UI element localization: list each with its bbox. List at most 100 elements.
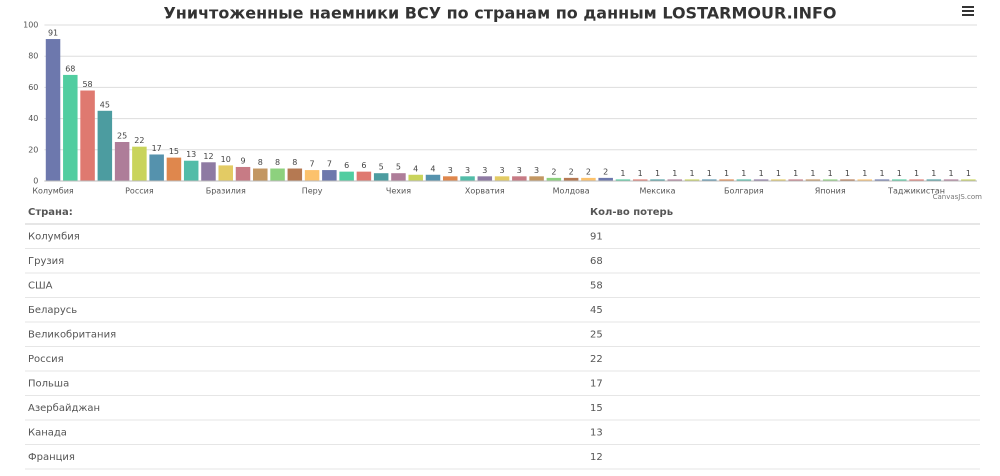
value-label: 10 xyxy=(221,155,231,164)
bar xyxy=(460,176,475,181)
x-tick-label: Молдова xyxy=(553,187,590,196)
value-label: 1 xyxy=(931,169,936,178)
value-label: 2 xyxy=(586,167,591,176)
value-label: 1 xyxy=(862,169,867,178)
bar xyxy=(408,174,423,181)
table-cell: 25 xyxy=(590,330,603,341)
bar xyxy=(477,176,493,181)
chart-title: Уничтоженные наемники ВСУ по странам по … xyxy=(163,4,836,23)
table-header: Кол-во потерь xyxy=(590,207,673,218)
bar xyxy=(183,160,199,181)
bar xyxy=(80,90,95,181)
bar xyxy=(684,179,700,181)
bar xyxy=(563,177,579,181)
bar xyxy=(356,171,372,181)
table-header: Страна: xyxy=(28,207,73,218)
value-label: 2 xyxy=(603,167,608,176)
bar xyxy=(235,166,251,181)
table-cell: 22 xyxy=(590,354,603,365)
x-tick-label: Япония xyxy=(815,187,846,196)
x-tick-label: Россия xyxy=(125,187,154,196)
bar xyxy=(166,157,182,181)
bar xyxy=(788,179,803,181)
y-tick-label: 20 xyxy=(28,145,38,154)
value-label: 1 xyxy=(810,169,815,178)
value-label: 3 xyxy=(534,166,539,175)
table-cell: 12 xyxy=(590,452,603,463)
bar xyxy=(304,170,320,181)
y-tick-label: 60 xyxy=(28,83,38,92)
table-cell: Польша xyxy=(28,379,69,390)
value-label: 3 xyxy=(500,166,505,175)
value-label: 1 xyxy=(707,169,712,178)
value-label: 7 xyxy=(327,160,332,169)
value-label: 8 xyxy=(292,158,297,167)
x-tick-label: Бразилия xyxy=(206,187,246,196)
bar xyxy=(443,176,458,181)
value-label: 5 xyxy=(379,163,384,172)
value-label: 1 xyxy=(966,169,971,178)
value-label: 25 xyxy=(117,132,127,141)
bar xyxy=(97,110,113,181)
x-tick-label: Хорватия xyxy=(465,187,505,196)
value-label: 8 xyxy=(275,158,280,167)
value-label: 1 xyxy=(828,169,833,178)
menu-button[interactable] xyxy=(962,6,974,16)
value-label: 1 xyxy=(793,169,798,178)
x-tick-label: Болгария xyxy=(724,187,764,196)
value-label: 5 xyxy=(396,163,401,172)
table-cell: 45 xyxy=(590,305,603,316)
bar xyxy=(201,162,216,181)
bar xyxy=(218,165,233,181)
bar xyxy=(943,179,959,181)
bar xyxy=(270,168,285,181)
bar xyxy=(114,142,130,181)
table-cell: Грузия xyxy=(28,256,64,267)
bar xyxy=(926,179,942,181)
table-cell: 91 xyxy=(590,232,603,243)
value-label: 9 xyxy=(240,156,245,165)
bar xyxy=(598,177,613,181)
bar xyxy=(857,179,872,181)
value-label: 2 xyxy=(551,167,556,176)
value-label: 1 xyxy=(776,169,781,178)
value-label: 3 xyxy=(465,166,470,175)
bar xyxy=(529,176,544,181)
bar xyxy=(840,179,855,181)
bar xyxy=(253,168,268,181)
table-cell: США xyxy=(28,281,53,292)
bar xyxy=(632,179,648,181)
value-label: 12 xyxy=(203,152,213,161)
value-label: 91 xyxy=(48,29,58,38)
value-label: 3 xyxy=(482,166,487,175)
table-cell: 58 xyxy=(590,281,603,292)
value-label: 1 xyxy=(914,169,919,178)
y-tick-label: 80 xyxy=(28,52,38,61)
bar xyxy=(874,179,890,181)
value-label: 1 xyxy=(689,169,694,178)
bar xyxy=(322,170,337,181)
x-tick-label: Колумбия xyxy=(32,187,74,196)
bar xyxy=(615,179,631,181)
bar xyxy=(909,179,924,181)
x-tick-label: Мексика xyxy=(639,187,675,196)
watermark: CanvasJS.com xyxy=(933,193,983,201)
value-label: 1 xyxy=(897,169,902,178)
table-cell: Беларусь xyxy=(28,305,77,316)
bar xyxy=(667,179,683,181)
bar xyxy=(512,176,527,181)
bar xyxy=(494,176,510,181)
value-label: 1 xyxy=(672,169,677,178)
value-label: 4 xyxy=(413,164,418,173)
value-label: 1 xyxy=(638,169,643,178)
bar xyxy=(581,177,596,181)
bar xyxy=(650,179,665,181)
table-cell: Канада xyxy=(28,428,67,439)
table-cell: 15 xyxy=(590,403,603,414)
value-label: 3 xyxy=(517,166,522,175)
table-cell: 13 xyxy=(590,428,603,439)
bar xyxy=(961,179,976,181)
value-label: 45 xyxy=(100,100,110,109)
table-cell: Азербайджан xyxy=(28,403,100,414)
table-cell: Россия xyxy=(28,354,64,365)
